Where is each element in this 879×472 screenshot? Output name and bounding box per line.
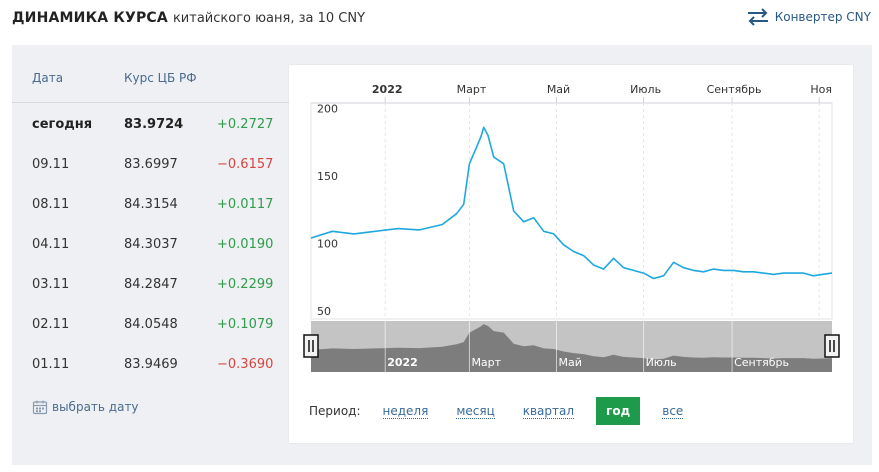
y-tick-label: 150 xyxy=(317,170,338,183)
row-change: +0.0117 xyxy=(217,197,274,212)
y-tick-label: 100 xyxy=(317,238,338,251)
page-header: ДИНАМИКА КУРСА китайского юаня, за 10 CN… xyxy=(12,10,365,30)
pick-date-label: выбрать дату xyxy=(52,400,139,414)
row-date: 08.11 xyxy=(32,197,70,212)
page-subtitle: китайского юаня, за 10 CNY xyxy=(172,11,366,26)
period-option-4[interactable]: все xyxy=(662,403,684,419)
navigator-area xyxy=(311,324,832,372)
row-change: +0.2299 xyxy=(217,277,274,292)
table-row: 09.11 83.6997 −0.6157 xyxy=(12,144,289,184)
row-rate: 84.3037 xyxy=(124,237,178,252)
navigator-tick-label: Июль xyxy=(646,356,677,369)
top-tick-label: Сентябрь xyxy=(707,83,762,96)
row-date: 01.11 xyxy=(32,357,70,372)
chart-card: 2022 Март Май Июль Сентябрь Ноя 50 100 150 200 202… xyxy=(289,65,853,443)
column-date: Дата xyxy=(32,71,64,85)
page-title: ДИНАМИКА КУРСА xyxy=(12,10,168,26)
navigator-handle-right[interactable] xyxy=(824,334,840,358)
navigator-tick-label: Сентябрь xyxy=(734,356,789,369)
table-row: сегодня 83.9724 +0.2727 xyxy=(12,104,289,144)
row-rate: 83.9724 xyxy=(124,117,184,132)
period-option-2[interactable]: квартал xyxy=(522,403,575,419)
row-change: −0.3690 xyxy=(217,357,274,372)
converter-link[interactable]: Конвертер CNY xyxy=(747,8,871,26)
period-selector: Период: неделя месяц квартал год все xyxy=(309,397,697,425)
row-rate: 83.6997 xyxy=(124,157,178,172)
row-rate: 84.3154 xyxy=(124,197,178,212)
row-change: −0.6157 xyxy=(217,157,274,172)
table-header: Дата Курс ЦБ РФ xyxy=(12,45,289,103)
rate-chart[interactable]: 2022 Март Май Июль Сентябрь Ноя 50 100 150 200 202… xyxy=(289,65,853,375)
table-row: 01.11 83.9469 −0.3690 xyxy=(12,344,289,384)
top-tick-label: Май xyxy=(547,83,570,96)
calendar-icon xyxy=(32,400,48,415)
top-tick-label: Ноя xyxy=(810,83,832,96)
row-rate: 83.9469 xyxy=(124,357,178,372)
navigator-tick-label: Май xyxy=(559,356,582,369)
navigator-tick-label: Март xyxy=(471,356,501,369)
column-rate: Курс ЦБ РФ xyxy=(124,71,197,85)
table-row: 03.11 84.2847 +0.2299 xyxy=(12,264,289,304)
table-row: 04.11 84.3037 +0.0190 xyxy=(12,224,289,264)
rate-series-line xyxy=(310,126,833,280)
period-label: Период: xyxy=(309,404,361,418)
row-date: сегодня xyxy=(32,117,93,132)
navigator-tick-label: 2022 xyxy=(387,356,418,369)
y-tick-label: 50 xyxy=(317,305,331,318)
rate-rows: сегодня 83.9724 +0.2727 09.11 83.6997 −0.6157… xyxy=(12,104,289,384)
row-date: 04.11 xyxy=(32,237,70,252)
row-change: +0.2727 xyxy=(217,117,274,132)
row-change: +0.0190 xyxy=(217,237,274,252)
row-change: +0.1079 xyxy=(217,317,274,332)
top-tick-label: Март xyxy=(457,83,487,96)
row-date: 09.11 xyxy=(32,157,70,172)
row-date: 02.11 xyxy=(32,317,70,332)
top-tick-label: 2022 xyxy=(372,83,403,96)
converter-label: Конвертер CNY xyxy=(774,10,871,24)
swap-arrows-icon xyxy=(747,8,768,26)
table-row: 08.11 84.3154 +0.0117 xyxy=(12,184,289,224)
row-date: 03.11 xyxy=(32,277,70,292)
period-option-3[interactable]: год xyxy=(596,397,641,425)
period-option-1[interactable]: месяц xyxy=(456,403,495,419)
plot-area xyxy=(310,102,833,320)
y-tick-label: 200 xyxy=(317,103,338,116)
rate-panel: Дата Курс ЦБ РФ сегодня 83.9724 +0.2727 09.… xyxy=(12,45,872,465)
table-row: 02.11 84.0548 +0.1079 xyxy=(12,304,289,344)
period-option-0[interactable]: неделя xyxy=(382,403,429,419)
row-rate: 84.2847 xyxy=(124,277,178,292)
row-rate: 84.0548 xyxy=(124,317,178,332)
top-tick-label: Июль xyxy=(630,83,661,96)
pick-date-link[interactable]: выбрать дату xyxy=(32,399,139,415)
navigator-handle-left[interactable] xyxy=(303,334,319,358)
